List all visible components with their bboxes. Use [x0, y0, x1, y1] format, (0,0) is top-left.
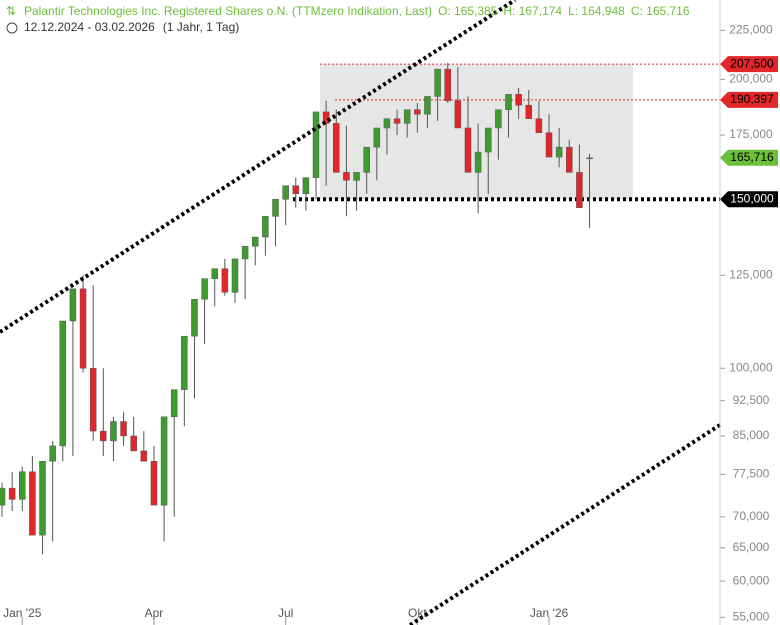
- candle-body: [343, 172, 350, 181]
- level-badge: [720, 149, 778, 166]
- candle-body: [170, 389, 178, 418]
- candle-body: [160, 416, 168, 506]
- header: Palantir Technologies Inc. Registered Sh…: [24, 4, 690, 18]
- y-tick-label: 92,500: [733, 393, 770, 407]
- candle-body: [505, 94, 512, 110]
- candle-body: [221, 268, 229, 293]
- candle-body: [110, 421, 117, 442]
- level-label: 150,000: [730, 191, 774, 205]
- level-badge: [720, 191, 778, 208]
- candle-body: [474, 151, 482, 173]
- interval: (1 Jahr, 1 Tag): [163, 20, 240, 34]
- candle-body: [302, 177, 310, 195]
- candle-body: [231, 258, 239, 293]
- period-line: 12.12.2024 - 03.02.2026 (1 Jahr, 1 Tag): [24, 20, 239, 34]
- candle-body: [495, 109, 502, 129]
- candle-body: [79, 288, 87, 369]
- y-tick-label: 70,000: [733, 509, 770, 523]
- candle-body: [282, 185, 289, 200]
- candle-body: [566, 146, 573, 173]
- quote-field: O: 165,385: [438, 4, 498, 18]
- candle-body: [29, 471, 36, 536]
- quote-field: C: 165,716: [631, 4, 690, 18]
- y-tick-label: 55,000: [733, 610, 770, 624]
- y-tick-label: 77,500: [733, 467, 770, 481]
- y-tick-label: 60,000: [733, 573, 770, 587]
- clock-icon: [6, 22, 18, 34]
- y-tick-label: 125,000: [729, 267, 773, 281]
- candle-body: [434, 68, 441, 97]
- y-tick-label: 225,000: [729, 23, 773, 37]
- candle-body: [262, 216, 269, 238]
- candle-body: [39, 460, 46, 536]
- candle-body: [515, 94, 522, 106]
- x-tick-label: Okt: [408, 606, 427, 620]
- quote-field: L: 164,948: [568, 4, 625, 18]
- period: 12.12.2024 - 03.02.2026: [24, 20, 155, 34]
- y-tick-label: 85,000: [733, 428, 770, 442]
- candle-body: [150, 460, 158, 506]
- candle-body: [19, 471, 26, 500]
- candle-body: [363, 146, 370, 173]
- level-label: 207,500: [730, 56, 774, 70]
- candle-body: [383, 118, 391, 129]
- candle-body: [211, 268, 218, 279]
- y-tick-label: 200,000: [729, 72, 773, 86]
- candle-body: [69, 288, 77, 322]
- quote-field: H: 167,174: [503, 4, 562, 18]
- y-tick-label: 175,000: [729, 127, 773, 141]
- candle-body: [525, 104, 533, 119]
- candle-body: [535, 118, 543, 133]
- candle-body: [140, 450, 148, 462]
- level-badge: [720, 91, 778, 108]
- level-label: 165,716: [730, 150, 774, 164]
- candle-body: [424, 96, 431, 115]
- candle-body: [59, 320, 67, 447]
- candle-body: [49, 445, 56, 462]
- candle-body: [100, 430, 107, 442]
- candle-body: [555, 146, 563, 158]
- candle-body: [241, 246, 249, 260]
- x-tick-label: Apr: [145, 606, 164, 620]
- candle-body: [484, 127, 492, 153]
- candle-body: [373, 127, 381, 148]
- candle-body: [201, 278, 208, 300]
- candle-body: [393, 118, 401, 124]
- logo: ⇅: [6, 4, 16, 18]
- y-tick-label: 100,000: [729, 360, 773, 374]
- candle-body: [464, 127, 472, 173]
- candle-body: [252, 236, 259, 247]
- level-label: 190,397: [730, 92, 774, 106]
- level-badge: [720, 56, 778, 73]
- candle-body: [403, 109, 411, 124]
- candle-body: [333, 123, 340, 173]
- candle-body: [414, 109, 421, 115]
- candle-body: [545, 132, 553, 158]
- candle-body: [353, 172, 360, 181]
- x-tick-label: Jan '25: [3, 606, 42, 620]
- trend-line-lower: [408, 423, 722, 625]
- candle-body: [191, 299, 198, 337]
- trend-line-upper: [0, 0, 517, 334]
- candle-body: [586, 157, 593, 160]
- candle-body: [292, 185, 300, 195]
- candle-body: [312, 111, 320, 178]
- candle-body: [272, 199, 279, 217]
- candle-body: [444, 68, 451, 102]
- candle-body: [8, 487, 16, 500]
- candle-body: [130, 435, 137, 452]
- x-tick-label: Jul: [278, 606, 293, 620]
- candle-body: [181, 335, 188, 390]
- candle-body: [454, 100, 462, 129]
- candle-body: [576, 172, 583, 208]
- y-tick-label: 65,000: [733, 540, 770, 554]
- candle-body: [120, 421, 127, 437]
- candle-body: [0, 487, 6, 506]
- candle-body: [89, 367, 97, 432]
- x-tick-label: Jan '26: [530, 606, 569, 620]
- chart-title: Palantir Technologies Inc. Registered Sh…: [24, 4, 432, 18]
